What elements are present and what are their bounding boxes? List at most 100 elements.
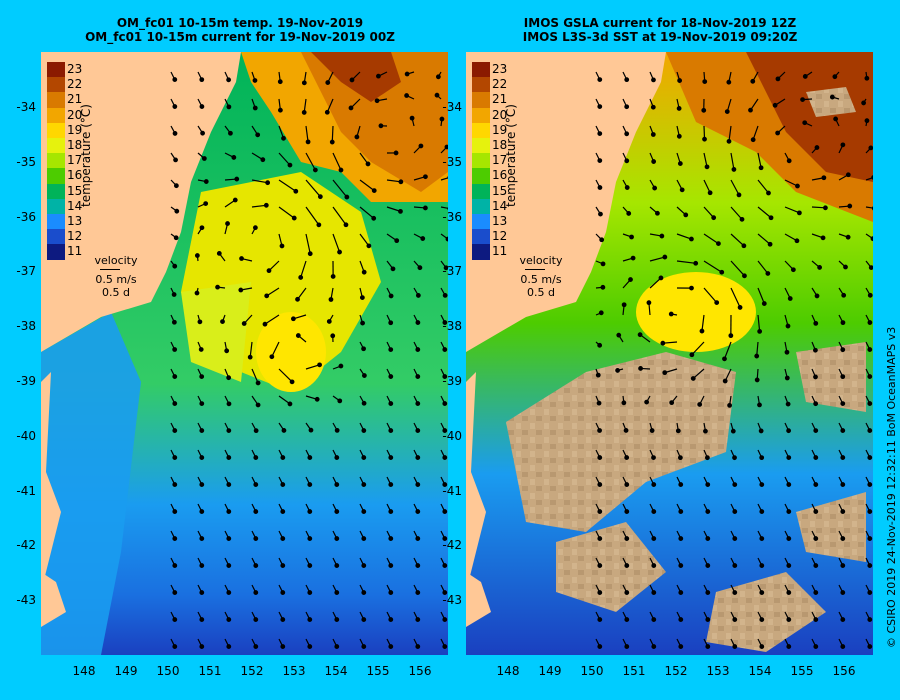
current-vector-head [659, 233, 665, 239]
colorbar-tick-label: 16 [67, 168, 83, 183]
current-vector-head [445, 236, 448, 242]
current-vector-head [394, 238, 400, 244]
current-vector-head [728, 333, 734, 339]
current-vector-head [289, 379, 295, 385]
current-vector-head [821, 175, 827, 181]
current-vector-head [813, 428, 819, 434]
current-vector-head [398, 179, 404, 185]
current-vector-head [234, 176, 240, 182]
current-vector-head [349, 77, 355, 83]
current-vector-head [649, 428, 655, 433]
colorbar-swatch [47, 198, 65, 214]
current-vector-head [840, 536, 846, 541]
current-vector-head [758, 165, 764, 171]
current-vector-head [757, 402, 762, 408]
current-vector-head [624, 509, 630, 514]
current-vector-head [423, 174, 428, 180]
current-vector-head [307, 455, 313, 460]
current-vector-head [307, 590, 313, 595]
current-vector-head [786, 509, 792, 514]
current-vector-head [415, 590, 421, 595]
current-vector [730, 179, 740, 196]
current-vector-head [840, 347, 846, 353]
current-vector-head [813, 617, 819, 622]
current-vector-head [840, 401, 846, 406]
colorbar-tick-label: 23 [492, 62, 508, 76]
colorbar-swatch [472, 244, 490, 260]
current-vector-head [415, 509, 421, 514]
current-vector-head [813, 590, 819, 595]
current-vector-head [864, 75, 870, 81]
longitude-tick-label: 154 [748, 664, 772, 678]
current-vector-head [388, 563, 394, 568]
current-vector-head [415, 536, 421, 541]
current-vector [266, 287, 280, 297]
current-vector-head [867, 590, 873, 595]
current-vector [305, 179, 321, 198]
colorbar-tick-label: 22 [492, 77, 508, 92]
current-vector-head [314, 396, 320, 402]
current-vector-head [280, 509, 286, 514]
current-vector [249, 341, 253, 358]
current-vector-head [417, 265, 423, 271]
current-vector-head [813, 401, 819, 407]
current-vector-head [199, 509, 205, 514]
current-vector-head [231, 155, 237, 160]
current-vector-head [172, 590, 178, 595]
current-vector-head [785, 401, 791, 407]
current-vector [440, 206, 448, 209]
current-vector-head [262, 321, 268, 327]
current-vector-head [442, 482, 448, 487]
current-vector [730, 233, 745, 247]
current-vector-head [316, 222, 322, 228]
colorbar-swatch [47, 62, 65, 78]
current-vector-head [334, 427, 340, 433]
current-vector-head [624, 644, 630, 649]
colorbar-tick-label: 16 [492, 168, 508, 183]
current-vector-head [814, 293, 820, 299]
current-vector-head [840, 509, 846, 514]
current-vector-head [361, 617, 367, 622]
current-vector-head [334, 644, 340, 649]
current-vector-head [867, 428, 873, 433]
current-vector [676, 260, 696, 264]
colorbar-tick-label: 19 [492, 122, 508, 137]
colorbar-swatch [47, 77, 65, 93]
current-vector-head [845, 172, 851, 178]
current-vector-head [701, 107, 707, 113]
current-vector-head [861, 100, 867, 106]
current-vector [278, 206, 295, 219]
current-vector-head [786, 563, 792, 568]
current-vector-head [677, 455, 683, 461]
current-vector-head [868, 145, 873, 151]
current-vector-head [678, 482, 684, 487]
current-vector-head [775, 130, 781, 136]
current-vector-head [732, 590, 738, 595]
current-vector-head [651, 77, 656, 83]
current-vector-head [390, 266, 396, 272]
latitude-tick-label: -34 [442, 100, 462, 114]
current-vector-head [646, 300, 652, 306]
current-vector-head [307, 563, 313, 568]
velocity-key-speed: 0.5 m/s [520, 273, 562, 286]
current-vector-head [678, 617, 684, 622]
current-vector-head [683, 212, 689, 218]
current-vector-head [841, 292, 847, 298]
current-vector-head [280, 563, 286, 568]
velocity-key-duration: 0.5 d [102, 286, 130, 299]
colorbar-tick-label: 17 [67, 153, 83, 168]
current-vector-head [442, 644, 448, 649]
current-vector-head [759, 563, 765, 568]
current-vector-head [624, 185, 630, 190]
current-vector-head [266, 268, 272, 274]
current-vector-head [732, 644, 738, 649]
current-vector-head [404, 71, 410, 77]
current-vector [701, 314, 705, 332]
latitude-tick-label: -42 [442, 538, 462, 553]
current-vector-head [253, 482, 259, 487]
longitude-tick-label: 153 [706, 664, 730, 678]
current-vector-head [705, 563, 711, 568]
colorbar-swatch [47, 168, 65, 184]
current-vector-head [754, 353, 760, 359]
colorbar-swatch [472, 92, 490, 108]
